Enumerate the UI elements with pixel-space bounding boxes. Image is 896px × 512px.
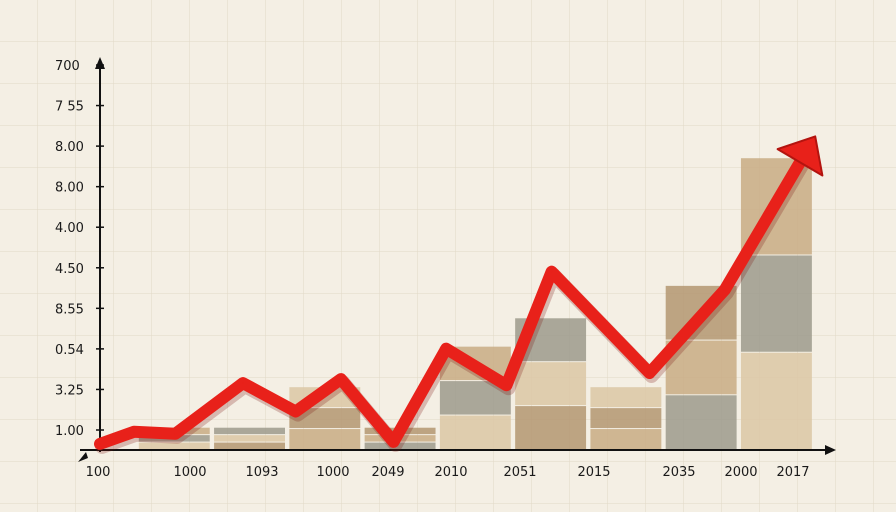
y-tick-label: 700	[55, 59, 80, 74]
data-point	[99, 442, 101, 445]
background-bar	[289, 429, 361, 449]
data-point	[339, 378, 342, 381]
data-point	[550, 270, 553, 273]
background-bar	[289, 408, 361, 429]
y-tick-label: 8.00	[55, 181, 84, 196]
y-axis-ticks: 1.00 3.25 0.54 8.55 4.50 4.00 8.00 8.00 7 55 700	[55, 59, 104, 439]
background-bar	[515, 362, 587, 406]
background-bar	[364, 442, 436, 449]
background-bar	[214, 427, 285, 435]
background-bar	[590, 387, 662, 408]
y-tick-label: 7 55	[55, 100, 84, 115]
background-bar	[740, 255, 812, 352]
background-bar	[214, 435, 285, 442]
background-bar	[439, 415, 511, 449]
y-tick-label: 3.25	[55, 383, 84, 398]
x-tick-label: 1093	[245, 465, 278, 480]
data-point	[392, 440, 395, 443]
data-point	[723, 288, 726, 291]
y-tick-label: 0.54	[55, 343, 84, 358]
series-group	[94, 135, 824, 454]
x-tick-label: 2010	[434, 465, 467, 480]
x-tick-label: 2049	[371, 465, 404, 480]
background-bar	[138, 442, 210, 449]
axes	[78, 57, 836, 462]
x-tick-label: 2051	[503, 465, 536, 480]
trend-arrowhead	[776, 135, 824, 177]
background-bar	[590, 408, 662, 429]
y-axis-arrowhead	[95, 57, 105, 69]
x-axis-ticks: 100 1000 1093 1000 2049 2010 2051 2015 2035 2000 2…	[86, 465, 810, 480]
x-tick-label: 2017	[776, 465, 809, 480]
y-tick-label: 1.00	[55, 424, 84, 439]
x-tick-label: 1000	[173, 465, 206, 480]
background-bar	[590, 429, 662, 449]
x-tick-label: 2000	[724, 465, 757, 480]
background-bar	[214, 442, 285, 449]
background-bar	[740, 352, 812, 449]
background-bar	[665, 395, 737, 449]
x-tick-label: 100	[86, 465, 111, 480]
background-bar	[515, 406, 587, 449]
data-point	[294, 410, 297, 413]
data-point	[445, 347, 448, 350]
y-tick-label: 4.00	[55, 221, 84, 236]
x-tick-label: 1000	[316, 465, 349, 480]
x-tick-label: 2015	[577, 465, 610, 480]
data-point	[648, 372, 651, 374]
data-point	[132, 430, 135, 433]
origin-arrowhead	[78, 452, 88, 462]
y-tick-label: 8.00	[55, 140, 84, 155]
y-tick-label: 8.55	[55, 302, 84, 317]
y-tick-label: 4.50	[55, 262, 84, 277]
data-point	[174, 432, 177, 435]
x-tick-label: 2035	[662, 465, 695, 480]
x-axis-arrowhead	[825, 445, 836, 455]
data-point	[242, 382, 245, 385]
data-point	[505, 384, 508, 387]
